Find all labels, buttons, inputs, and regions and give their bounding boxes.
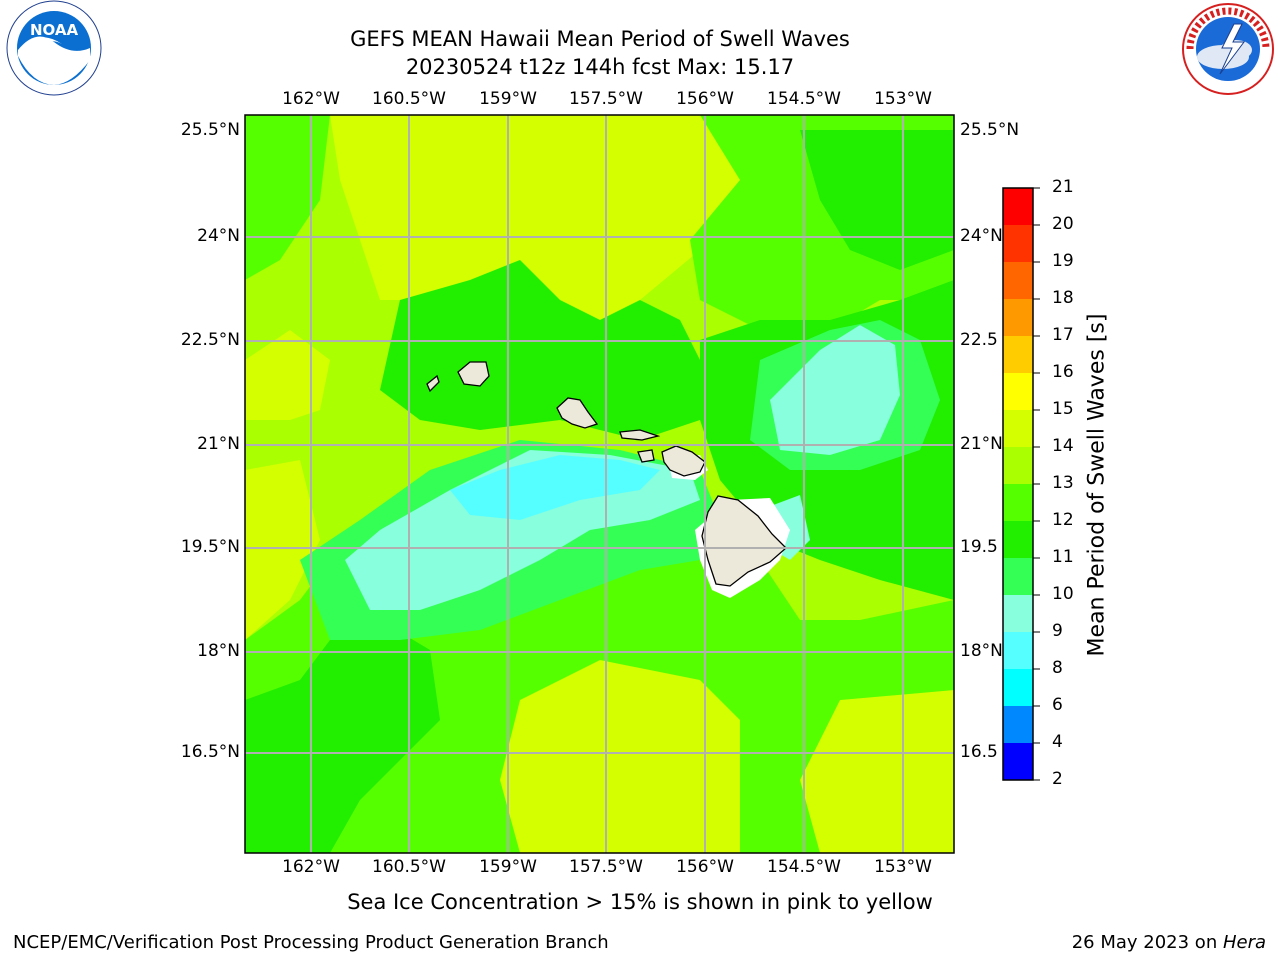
- lon-label-bottom: 162°W: [282, 857, 340, 877]
- colorbar-bin: [1003, 188, 1033, 226]
- colorbar-tick-label: 17: [1052, 325, 1074, 345]
- field-14-15-southeast: [800, 690, 954, 853]
- lon-label-top: 157.5°W: [569, 89, 643, 109]
- lat-label-right: 19.5: [960, 537, 998, 557]
- colorbar-tick-label: 19: [1052, 251, 1074, 271]
- field-14-15-west2: [245, 330, 330, 420]
- field-8-9-central: [450, 455, 660, 520]
- island-lanai: [637, 449, 655, 463]
- colorbar-tick-label: 14: [1052, 436, 1074, 456]
- lat-label-right: 22.5: [960, 330, 998, 350]
- lat-label-left: 22.5°N: [180, 330, 240, 350]
- colorbar-bin: [1003, 373, 1033, 411]
- island-molokai: [619, 429, 661, 441]
- island-kauai: [457, 361, 490, 387]
- lon-label-top: 159°W: [479, 89, 537, 109]
- field-11-12-northeast: [800, 130, 954, 270]
- footer-host: Hera: [1222, 932, 1266, 953]
- colorbar-tick-label: 13: [1052, 473, 1074, 493]
- lat-label-right: 25.5°N: [960, 120, 1020, 140]
- lat-label-left: 19.5°N: [180, 537, 240, 557]
- colorbar-bin: [1003, 632, 1033, 670]
- colorbar-tick-label: 18: [1052, 288, 1074, 308]
- colorbar-tick-label: 6: [1052, 695, 1063, 715]
- island-oahu: [556, 397, 599, 429]
- lon-label-top: 162°W: [282, 89, 340, 109]
- colorbar-bin: [1003, 410, 1033, 448]
- colorbar-bin: [1003, 447, 1033, 485]
- colorbar-bin: [1003, 521, 1033, 559]
- colorbar-bin: [1003, 595, 1033, 633]
- colorbar-label: Mean Period of Swell Waves [s]: [1084, 313, 1110, 657]
- colorbar-tick-label: 8: [1052, 658, 1063, 678]
- colorbar-bin: [1003, 558, 1033, 596]
- colorbar-bin: [1003, 336, 1033, 374]
- colorbar-tick-label: 9: [1052, 621, 1063, 641]
- island-niihau: [426, 374, 440, 393]
- colorbar-tick-label: 2: [1052, 769, 1063, 789]
- hawaiian-islands: [426, 361, 787, 587]
- lat-label-left: 21°N: [197, 434, 240, 454]
- colorbar: [1003, 187, 1040, 781]
- lat-label-right: 16.5: [960, 742, 998, 762]
- lat-label-right: 24°N: [960, 226, 1003, 246]
- lat-label-right: 21°N: [960, 434, 1003, 454]
- graticule: [245, 115, 954, 853]
- lon-label-top: 156°W: [676, 89, 734, 109]
- colorbar-tick-label: 12: [1052, 510, 1074, 530]
- colorbar-tick-label: 4: [1052, 732, 1063, 752]
- swell-period-field: [245, 115, 954, 853]
- colorbar-bin: [1003, 706, 1033, 744]
- field-12-13-northwest: [245, 115, 330, 280]
- map-frame: [244, 114, 955, 854]
- nws-logo: [1178, 2, 1278, 98]
- lon-label-top: 154.5°W: [767, 89, 841, 109]
- colorbar-frame: [1002, 187, 1034, 781]
- lon-label-bottom: 153°W: [874, 857, 932, 877]
- colorbar-bin: [1003, 225, 1033, 263]
- lon-label-bottom: 156°W: [676, 857, 734, 877]
- lon-label-bottom: 159°W: [479, 857, 537, 877]
- lat-label-left: 16.5°N: [180, 742, 240, 762]
- map-title: GEFS MEAN Hawaii Mean Period of Swell Wa…: [350, 27, 850, 51]
- lat-label-left: 18°N: [197, 641, 240, 661]
- field-11-12-southwest: [245, 620, 440, 853]
- colorbar-bin: [1003, 262, 1033, 300]
- colorbar-bin: [1003, 484, 1033, 522]
- colorbar-bin: [1003, 669, 1033, 707]
- colorbar-tick-label: 16: [1052, 362, 1074, 382]
- lat-label-right: 18°N: [960, 641, 1003, 661]
- colorbar-tick-label: 10: [1052, 584, 1074, 604]
- island-hawaii: [701, 495, 787, 587]
- footer-branch: NCEP/EMC/Verification Post Processing Pr…: [13, 932, 609, 953]
- colorbar-bin: [1003, 743, 1033, 781]
- lon-label-bottom: 154.5°W: [767, 857, 841, 877]
- lon-label-bottom: 157.5°W: [569, 857, 643, 877]
- noaa-logo: NOAA: [2, 0, 102, 100]
- lon-label-top: 153°W: [874, 89, 932, 109]
- noaa-logo-text: NOAA: [30, 21, 79, 39]
- footer-date: 26 May 2023 on Hera: [1072, 932, 1266, 953]
- colorbar-tick-label: 20: [1052, 214, 1074, 234]
- colorbar-tick-label: 11: [1052, 547, 1074, 567]
- field-11-12-channel: [380, 260, 700, 440]
- field-14-15-north: [330, 115, 740, 320]
- field-14-15-west: [245, 460, 320, 640]
- map-subtitle: 20230524 t12z 144h fcst Max: 15.17: [405, 55, 795, 79]
- colorbar-tick-label: 21: [1052, 177, 1074, 197]
- footer-date-text: 26 May 2023 on: [1071, 932, 1223, 953]
- lat-label-left: 24°N: [197, 226, 240, 246]
- field-14-15-south: [500, 660, 740, 853]
- colorbar-tick-label: 15: [1052, 399, 1074, 419]
- lon-label-top: 160.5°W: [372, 89, 446, 109]
- lon-label-bottom: 160.5°W: [372, 857, 446, 877]
- sea-ice-note: Sea Ice Concentration > 15% is shown in …: [347, 890, 933, 914]
- field-9-10-east: [770, 325, 900, 455]
- island-maui: [661, 445, 706, 477]
- colorbar-bin: [1003, 299, 1033, 337]
- lat-label-left: 25.5°N: [180, 120, 240, 140]
